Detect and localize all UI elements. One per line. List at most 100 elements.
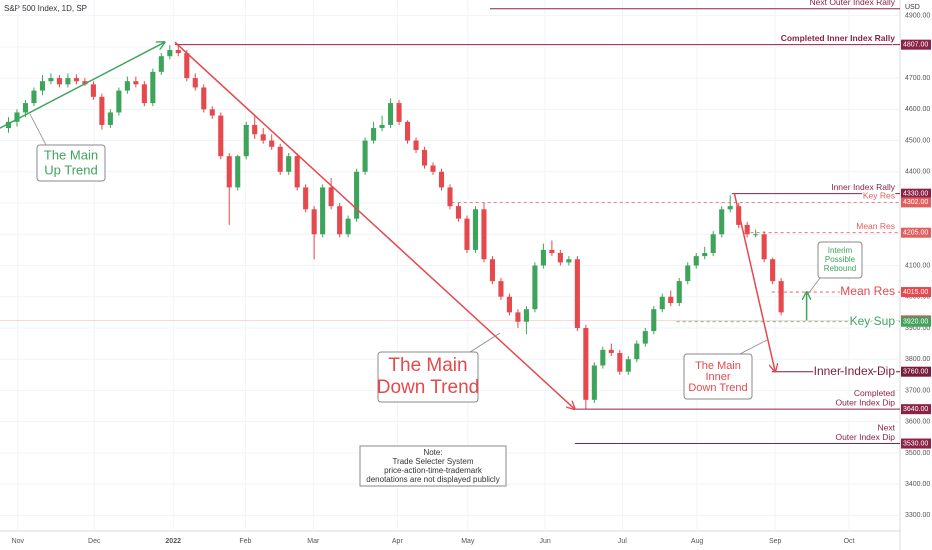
candle-body: [668, 296, 674, 303]
candle-body: [158, 56, 164, 72]
candle-body: [557, 253, 563, 263]
price-box: [901, 39, 931, 50]
candle-body: [498, 281, 504, 297]
candle-body: [175, 49, 181, 54]
candles: [5, 43, 784, 410]
candle-body: [566, 259, 572, 263]
candle-body: [600, 349, 606, 366]
candle-body: [354, 171, 360, 219]
currency: USD: [905, 4, 920, 11]
x-tick-label: Sep: [769, 538, 782, 545]
note-text: Trade Selecter System: [392, 457, 473, 466]
callout-text: Interim: [828, 246, 853, 255]
candle-body: [124, 81, 130, 91]
level-label: Key Res: [863, 191, 895, 201]
candle-body: [107, 112, 113, 125]
callout-text: Inner: [705, 371, 730, 383]
candle-body: [192, 78, 198, 88]
candle-body: [388, 103, 394, 125]
candle-body: [761, 234, 767, 260]
price-label: 4302.00: [903, 199, 928, 206]
x-tick-label: Apr: [392, 538, 404, 545]
level-label: Next: [878, 422, 896, 432]
connector: [807, 277, 821, 295]
x-tick-label: May: [461, 538, 475, 545]
price-box: [901, 316, 931, 327]
callout-box: [36, 144, 106, 182]
candle-body: [421, 149, 428, 166]
candle-body: [710, 234, 716, 254]
level-label: Outer Index Dip: [835, 432, 895, 442]
candle-body: [430, 165, 436, 172]
candle-body: [659, 296, 665, 310]
candle-body: [379, 124, 385, 129]
candle-body: [574, 259, 580, 328]
level-label: Outer Index Dip: [835, 397, 895, 407]
connector: [739, 339, 768, 355]
y-tick-label: 4000.00: [905, 294, 930, 301]
price-label: 3530.00: [903, 440, 928, 447]
candle-body: [396, 103, 402, 122]
candle-body: [218, 115, 224, 157]
callout-text: Down Trend: [377, 377, 479, 398]
x-tick-label: Dec: [88, 538, 101, 545]
price-box: [901, 287, 931, 298]
candle-body: [702, 253, 708, 257]
callouts: The Main Up Trend The Main Down Trend Th…: [29, 113, 863, 487]
level-label: Next Outer Index Rally: [809, 0, 895, 7]
chart-title: S&P 500 Index, 1D, SP: [4, 4, 87, 13]
y-tick-label: 4700.00: [905, 75, 930, 82]
candle-body: [235, 156, 241, 188]
price-box: [901, 404, 931, 415]
level-label: Mean Res: [856, 221, 895, 231]
x-tick-label: Feb: [239, 538, 251, 545]
callout-box: [377, 351, 479, 403]
connector: [469, 332, 501, 353]
candle-body: [5, 121, 12, 129]
candle-body: [31, 90, 37, 104]
level-label: Completed: [854, 388, 895, 398]
y-tick-label: 4600.00: [905, 106, 930, 113]
candle-body: [778, 281, 784, 313]
candle-body: [617, 352, 623, 372]
connector: [29, 113, 47, 146]
candle-body: [642, 331, 648, 344]
candle-body: [481, 209, 487, 260]
note-text: price-action-time-trademark: [384, 466, 483, 475]
y-tick-label: 3600.00: [905, 419, 930, 426]
candle-body: [167, 49, 173, 57]
candle-body: [260, 134, 266, 141]
annotations: Next Outer Index Rally Completed Inner In…: [0, 0, 900, 445]
callout-box: [683, 353, 753, 400]
candle-body: [532, 265, 538, 310]
candle-body: [184, 53, 190, 79]
candle-body: [345, 218, 351, 235]
y-tick-label: 4900.00: [905, 12, 930, 19]
candle-body: [269, 140, 275, 147]
candle-body: [150, 71, 156, 104]
x-tick-label: Nov: [12, 538, 25, 545]
candle-body: [48, 78, 54, 82]
candle-body: [625, 359, 631, 372]
price-box: [901, 227, 931, 238]
candle-body: [753, 234, 759, 236]
x-tick-label: Aug: [691, 538, 704, 545]
candle-body: [311, 209, 317, 235]
candle-body: [201, 87, 207, 110]
candle-body: [371, 128, 377, 141]
candle-body: [133, 81, 139, 85]
trend-line: [174, 41, 575, 409]
trend-line: [0, 42, 165, 129]
price-box: [901, 188, 931, 199]
candle-body: [634, 343, 640, 360]
candle-body: [438, 171, 445, 188]
level-label: Inner Index Dip: [814, 364, 896, 378]
y-tick-label: 3800.00: [905, 356, 930, 363]
callout-text: Possible: [825, 255, 856, 264]
y-tick-label: 3900.00: [905, 325, 930, 332]
x-tick-label: 2022: [165, 538, 181, 545]
candle-body: [515, 312, 521, 322]
candle-body: [328, 187, 334, 207]
